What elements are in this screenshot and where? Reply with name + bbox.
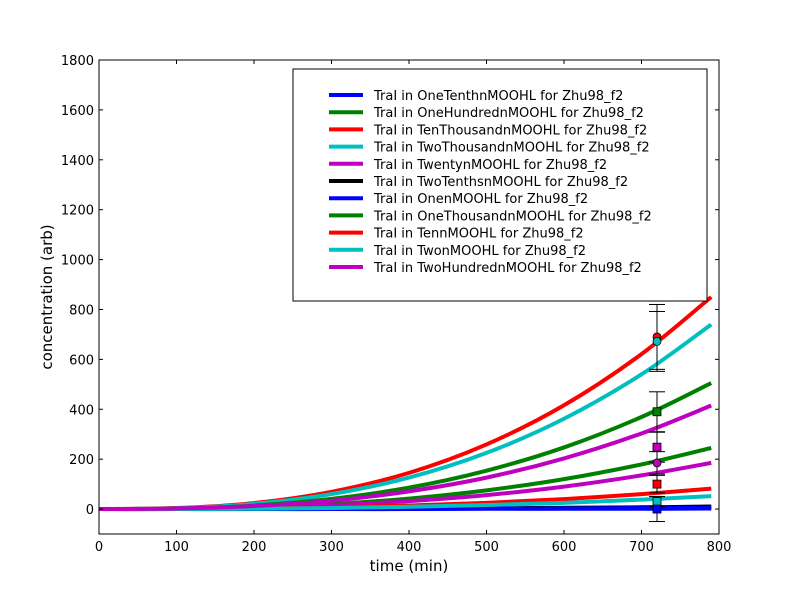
y-tick-label: 1200 bbox=[61, 204, 94, 219]
legend-entry: TraI in OnenMOOHL for Zhu98_f2 bbox=[373, 192, 588, 207]
x-tick-label: 500 bbox=[474, 540, 499, 555]
legend-box bbox=[292, 68, 708, 302]
series-line-10 bbox=[99, 403, 712, 512]
x-tick-label: 400 bbox=[397, 540, 422, 555]
y-tick-label: 1000 bbox=[61, 254, 94, 269]
legend-entry: TraI in TwoHundrednMOOHL for Zhu98_f2 bbox=[373, 261, 642, 276]
x-tick-label: 300 bbox=[319, 540, 344, 555]
legend-entry: TraI in TwoThousandnMOOHL for Zhu98_f2 bbox=[373, 141, 650, 156]
measurement-point bbox=[652, 337, 662, 346]
x-tick-label: 200 bbox=[242, 540, 267, 555]
legend-entry: TraI in TennMOOHL for Zhu98_f2 bbox=[373, 227, 584, 242]
measurement-point bbox=[652, 497, 662, 506]
series-line-3 bbox=[99, 322, 713, 512]
y-tick-label: 200 bbox=[69, 453, 94, 468]
y-axis-label: concentration (arb) bbox=[38, 224, 56, 369]
measurement-markers bbox=[649, 303, 665, 523]
legend-entry: TraI in OneThousandnMOOHL for Zhu98_f2 bbox=[373, 209, 652, 224]
measurement-point bbox=[652, 504, 662, 514]
x-tick-label: 600 bbox=[552, 540, 577, 555]
x-tick-label: 0 bbox=[95, 540, 103, 555]
axis-ticks: 0 100 200 300 400 500 600 700 800 0 200 400 600 800 10… bbox=[61, 54, 732, 555]
x-tick-label: 800 bbox=[707, 540, 732, 555]
y-tick-label: 0 bbox=[86, 503, 94, 518]
measurement-point bbox=[652, 442, 662, 452]
x-axis-label: time (min) bbox=[370, 557, 449, 575]
y-tick-label: 1600 bbox=[61, 104, 94, 119]
x-tick-label: 100 bbox=[164, 540, 189, 555]
measurement-point bbox=[652, 479, 662, 489]
legend-entry: TraI in OneHundrednMOOHL for Zhu98_f2 bbox=[373, 106, 644, 121]
legend-entry: TraI in TenThousandnMOOHL for Zhu98_f2 bbox=[373, 123, 647, 138]
x-tick-label: 700 bbox=[629, 540, 654, 555]
measurement-point bbox=[652, 407, 662, 417]
series-lines bbox=[99, 295, 713, 512]
legend: TraI in OneTenthnMOOHL for Zhu98_f2 TraI … bbox=[292, 68, 708, 302]
legend-entry: TraI in TwoTenthsnMOOHL for Zhu98_f2 bbox=[373, 175, 628, 190]
measurement-point bbox=[652, 458, 662, 468]
y-tick-label: 800 bbox=[69, 303, 94, 318]
y-tick-label: 400 bbox=[69, 403, 94, 418]
y-tick-label: 600 bbox=[69, 353, 94, 368]
legend-entry: TraI in TwentynMOOHL for Zhu98_f2 bbox=[373, 158, 607, 173]
y-tick-label: 1400 bbox=[61, 154, 94, 169]
y-tick-label: 1800 bbox=[61, 54, 94, 69]
legend-entry: TraI in OneTenthnMOOHL for Zhu98_f2 bbox=[373, 89, 623, 104]
legend-entry: TraI in TwonMOOHL for Zhu98_f2 bbox=[373, 244, 586, 259]
